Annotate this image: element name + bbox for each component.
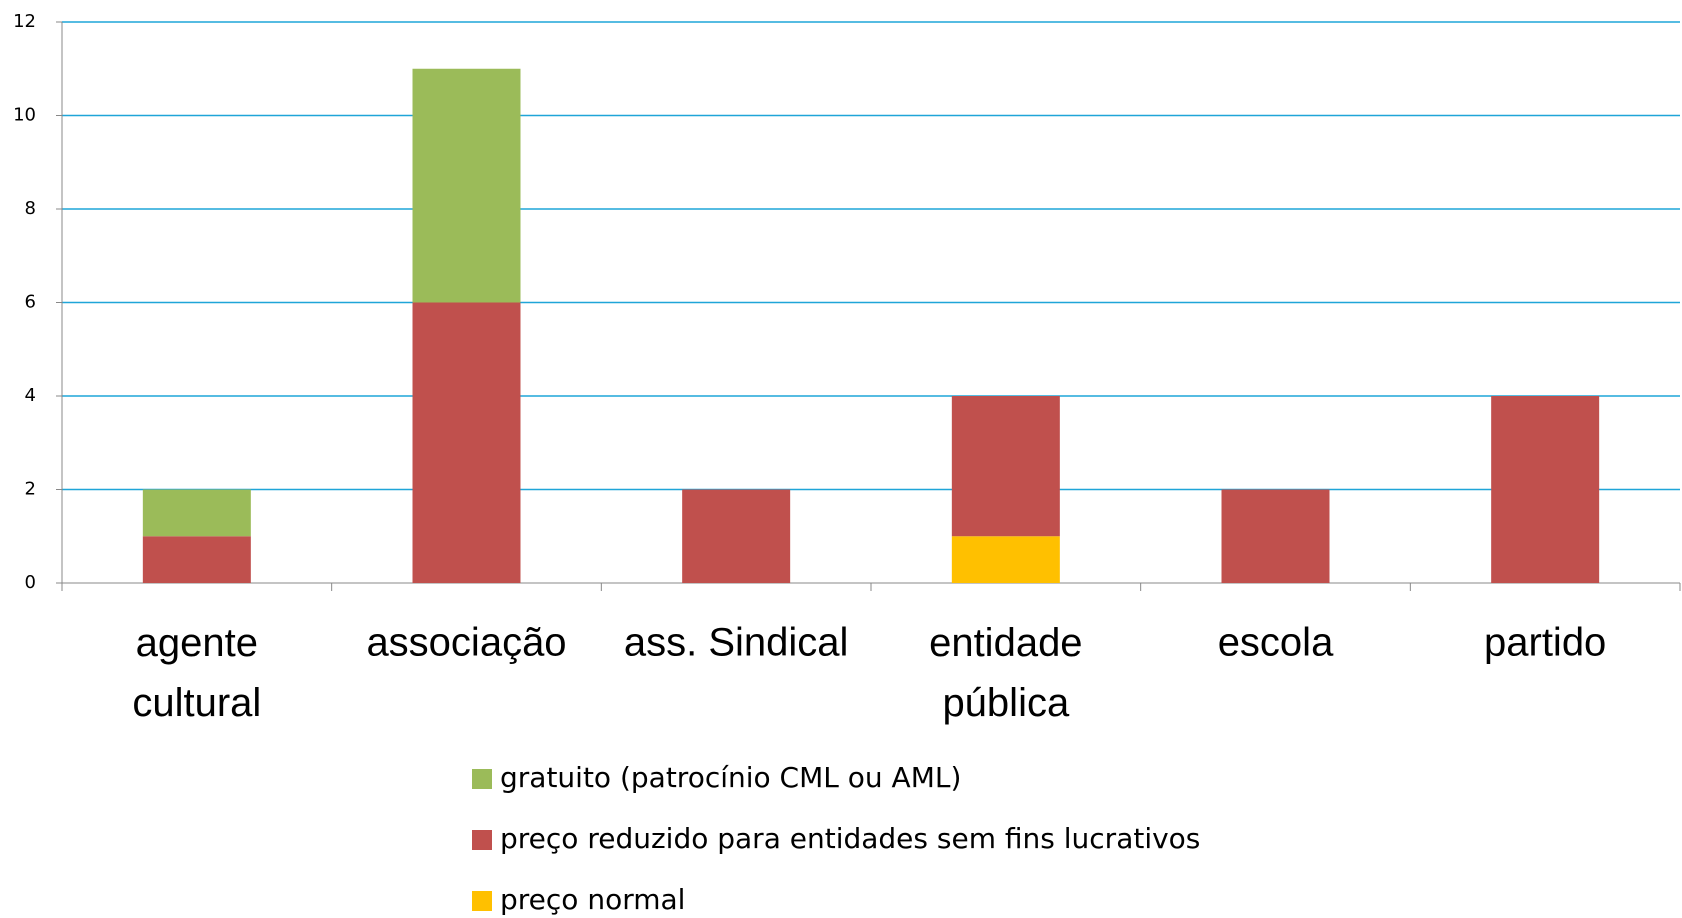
x-tick-label: agente cultural bbox=[132, 621, 261, 725]
bar-segment bbox=[1221, 489, 1330, 583]
x-tick-label: entidade pública bbox=[929, 621, 1082, 725]
y-tick-label: 12 bbox=[13, 11, 36, 32]
y-tick-label: 10 bbox=[13, 105, 36, 126]
bar-segment bbox=[142, 536, 251, 583]
x-tick-label: escola bbox=[1218, 621, 1334, 665]
bar-segment bbox=[951, 396, 1060, 537]
legend-swatch bbox=[472, 830, 492, 850]
legend-swatch bbox=[472, 769, 492, 789]
bar-segment bbox=[412, 68, 521, 303]
x-tick-label: ass. Sindical bbox=[624, 621, 849, 665]
bar-segment bbox=[412, 302, 521, 583]
y-tick-label: 8 bbox=[25, 198, 36, 219]
y-tick-label: 2 bbox=[25, 479, 36, 500]
x-tick-label: partido bbox=[1484, 621, 1606, 665]
y-tick-label: 0 bbox=[25, 572, 36, 593]
y-tick-label: 6 bbox=[25, 292, 36, 313]
y-tick-label: 4 bbox=[25, 385, 36, 406]
x-tick-label: associação bbox=[366, 621, 566, 665]
bar-segment bbox=[951, 536, 1060, 583]
legend-label: preço reduzido para entidades sem fins l… bbox=[500, 822, 1200, 855]
bar-segment bbox=[1491, 396, 1600, 583]
legend-label: preço normal bbox=[500, 883, 685, 916]
legend-label: gratuito (patrocínio CML ou AML) bbox=[500, 761, 961, 794]
bar-segment bbox=[142, 489, 251, 537]
legend-swatch bbox=[472, 891, 492, 911]
bar-segment bbox=[682, 489, 791, 583]
